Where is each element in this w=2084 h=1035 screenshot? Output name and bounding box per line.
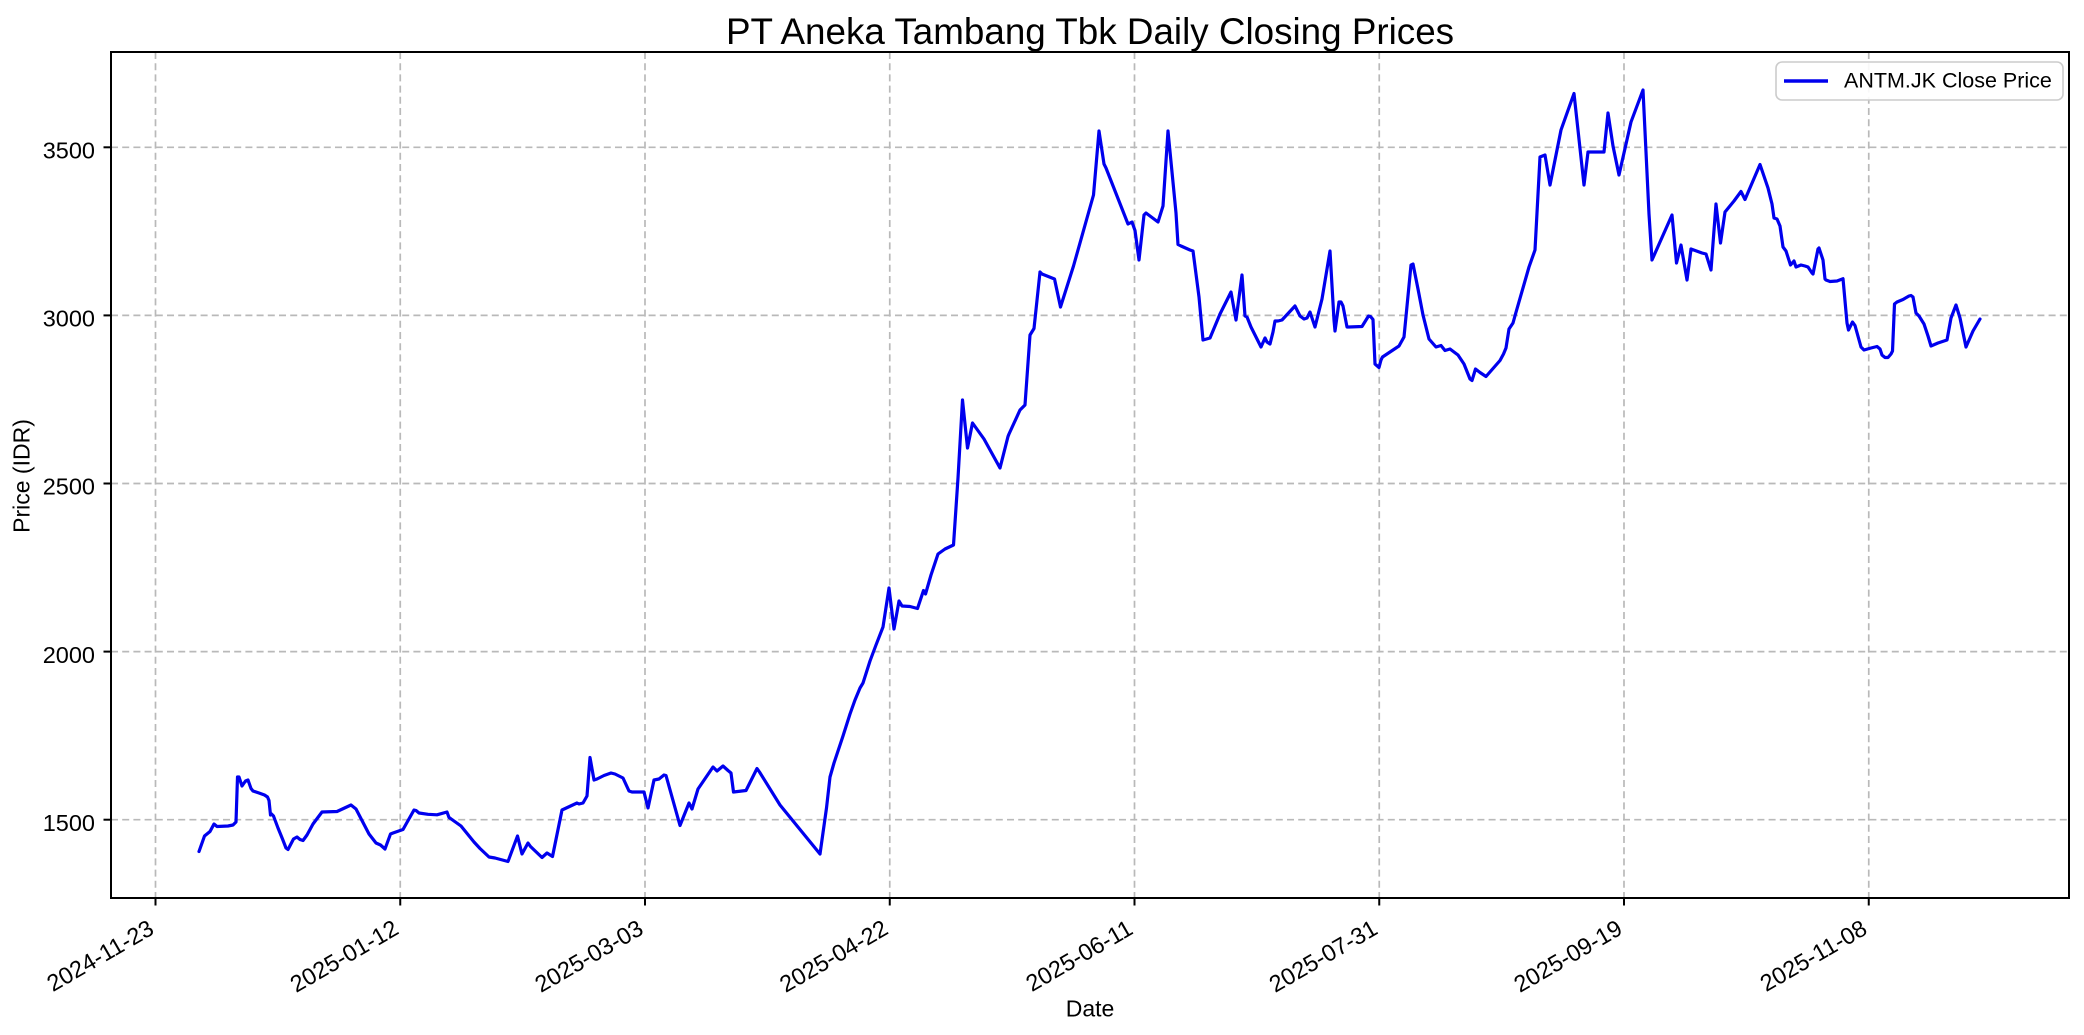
svg-text:3500: 3500 — [43, 138, 95, 164]
svg-text:2025-06-11: 2025-06-11 — [1021, 915, 1137, 997]
svg-text:2000: 2000 — [43, 642, 95, 668]
svg-text:2024-11-23: 2024-11-23 — [42, 915, 158, 997]
svg-text:1500: 1500 — [43, 810, 95, 836]
svg-text:ANTM.JK Close Price: ANTM.JK Close Price — [1844, 69, 2052, 93]
svg-text:2025-01-12: 2025-01-12 — [286, 915, 403, 998]
svg-text:PT Aneka Tambang Tbk Daily Clo: PT Aneka Tambang Tbk Daily Closing Price… — [726, 11, 1454, 52]
svg-text:3000: 3000 — [43, 306, 95, 332]
svg-text:2500: 2500 — [43, 474, 95, 500]
svg-text:2025-09-19: 2025-09-19 — [1509, 915, 1626, 998]
svg-text:2025-11-08: 2025-11-08 — [1756, 915, 1872, 997]
svg-text:2025-07-31: 2025-07-31 — [1265, 915, 1382, 998]
svg-text:Date: Date — [1066, 996, 1115, 1022]
svg-text:2025-03-03: 2025-03-03 — [530, 915, 647, 998]
svg-text:Price (IDR): Price (IDR) — [9, 419, 35, 533]
svg-text:2025-04-22: 2025-04-22 — [775, 915, 892, 998]
